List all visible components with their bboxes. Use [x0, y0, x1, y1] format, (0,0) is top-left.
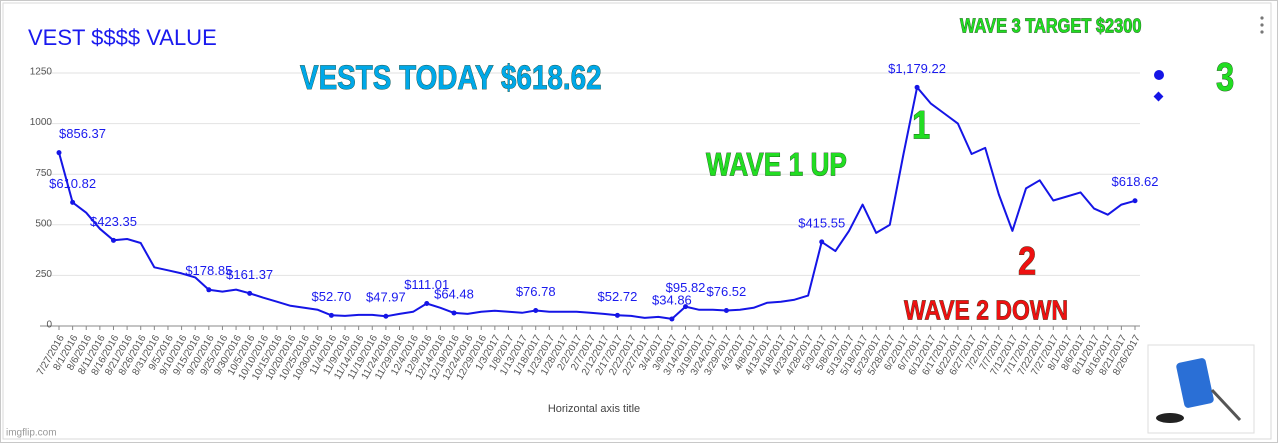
data-label: $415.55 — [798, 215, 845, 230]
data-label: $95.82 — [666, 280, 706, 295]
data-label: $618.62 — [1112, 174, 1159, 189]
labeled-point — [110, 237, 116, 243]
value-line — [58, 86, 1136, 320]
labeled-point — [383, 313, 389, 319]
y-tick-label: 750 — [35, 168, 52, 179]
annotation: WAVE 2 DOWN — [904, 295, 1068, 326]
data-label: $76.52 — [707, 284, 747, 299]
sheet-border — [2, 2, 1272, 440]
data-label: $52.72 — [598, 289, 638, 304]
mascot-icon — [1147, 344, 1255, 434]
data-label: $64.48 — [434, 286, 474, 301]
data-label: $76.78 — [516, 284, 556, 299]
menu-dot[interactable] — [1260, 23, 1264, 27]
labeled-point — [819, 239, 825, 245]
legend-marker — [1153, 91, 1164, 102]
data-label: $34.86 — [652, 292, 692, 307]
data-label: $111.01 — [404, 277, 449, 292]
labeled-point — [451, 310, 457, 316]
annotation: 1 — [912, 102, 930, 147]
labeled-point — [206, 287, 212, 293]
y-tick-label: 500 — [35, 218, 52, 229]
data-label: $856.37 — [59, 126, 106, 141]
labeled-point — [56, 150, 62, 156]
menu-dot[interactable] — [1260, 30, 1264, 34]
labeled-point — [533, 307, 539, 313]
annotation: 2 — [1018, 238, 1036, 283]
labeled-point — [723, 308, 729, 314]
labeled-point — [614, 312, 620, 318]
icon-shoe — [1156, 413, 1184, 423]
labeled-point — [914, 84, 920, 90]
data-label: $1,179.22 — [888, 61, 946, 76]
labeled-point — [1132, 198, 1138, 204]
labeled-point — [683, 304, 689, 310]
labeled-point — [70, 199, 76, 205]
y-tick-label: 0 — [46, 320, 52, 331]
annotation: VESTS TODAY $618.62 — [300, 58, 602, 96]
y-tick-label: 1250 — [30, 67, 53, 78]
y-tick-label: 1000 — [30, 117, 53, 128]
labeled-point — [424, 301, 430, 307]
annotation: 3 — [1216, 54, 1234, 99]
data-label: $610.82 — [49, 176, 96, 191]
labeled-point — [328, 312, 334, 318]
watermark: imgflip.com — [6, 428, 57, 439]
data-label: $423.35 — [90, 214, 137, 229]
data-label: $161.37 — [226, 267, 273, 282]
data-label: $52.70 — [312, 289, 352, 304]
data-label: $178.85 — [185, 263, 232, 278]
y-tick-label: 250 — [35, 269, 52, 280]
x-axis-title: Horizontal axis title — [548, 403, 640, 415]
labeled-point — [669, 316, 675, 322]
icon-body — [1176, 358, 1214, 408]
annotation: WAVE 1 UP — [706, 148, 847, 183]
data-label: $47.97 — [366, 290, 406, 305]
icon-mop — [1210, 388, 1242, 422]
menu-dot[interactable] — [1260, 16, 1264, 20]
legend-marker — [1154, 70, 1164, 80]
annotation: WAVE 3 TARGET $2300 — [960, 14, 1141, 37]
chart-title: VEST $$$$ VALUE — [28, 25, 217, 50]
labeled-point — [247, 290, 253, 296]
menu-dots[interactable] — [1260, 16, 1264, 34]
